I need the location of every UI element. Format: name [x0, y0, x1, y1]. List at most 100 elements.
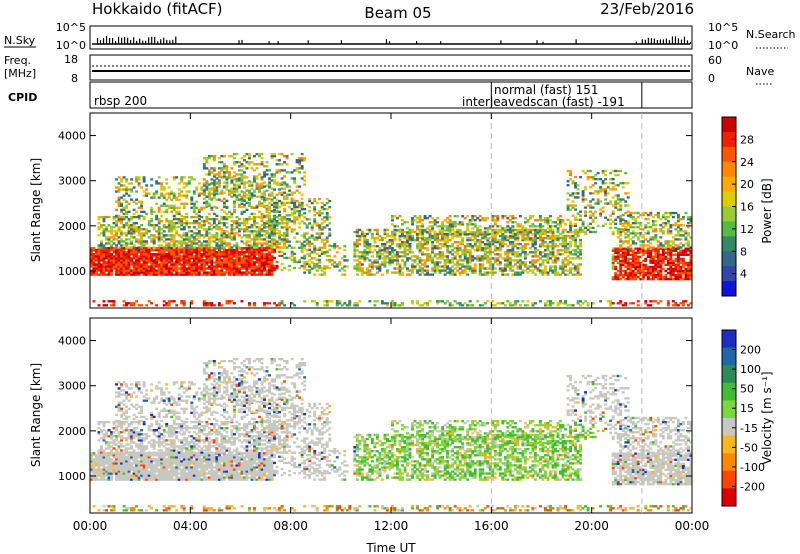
power-cell: [245, 242, 249, 245]
power-cell: [523, 217, 527, 220]
power-cell: [110, 236, 113, 239]
power-cell: [147, 271, 151, 274]
power-cell: [436, 261, 440, 264]
power-cell: [120, 269, 124, 272]
power-cell: [157, 269, 161, 272]
power-cell: [278, 169, 282, 172]
power-cell: [285, 238, 289, 241]
power-cell: [135, 178, 139, 181]
power-cell: [125, 251, 129, 254]
power-cell: [155, 202, 159, 205]
power-cell: [393, 267, 397, 270]
power-cell: [162, 265, 166, 268]
power-cell: [192, 204, 196, 207]
power-cell: [273, 268, 277, 272]
power-cell: [581, 220, 585, 223]
power-cell: [200, 259, 204, 262]
power-cell: [461, 265, 465, 268]
power-cell: [265, 255, 269, 258]
power-cell: [237, 198, 241, 201]
power-cell: [122, 188, 126, 191]
power-cell: [601, 210, 605, 213]
power-cell: [345, 259, 349, 262]
power-cell: [167, 204, 171, 207]
power-cell: [285, 183, 289, 186]
power-cell: [443, 240, 447, 244]
power-cell: [571, 194, 575, 197]
power-cell: [140, 255, 144, 258]
power-cell: [150, 224, 154, 227]
power-cell: [185, 244, 189, 247]
power-cell: [629, 232, 633, 235]
power-cell: [190, 200, 194, 203]
power-cell: [426, 269, 430, 272]
power-cell: [448, 259, 452, 262]
power-cell: [536, 259, 540, 262]
power-cell: [162, 261, 166, 264]
power-cell: [564, 240, 567, 244]
power-cell: [140, 251, 144, 254]
power-cell: [531, 228, 535, 232]
power-cell: [569, 271, 572, 274]
power-cell: [152, 246, 156, 249]
power-cell: [521, 225, 525, 228]
power-cell: [431, 234, 435, 238]
power-cell: [107, 265, 111, 268]
power-cell: [217, 175, 221, 178]
power-cell: [127, 182, 131, 185]
power-cell: [313, 220, 317, 223]
power-cell: [300, 244, 304, 247]
power-cell: [225, 171, 229, 174]
power-cell: [170, 228, 174, 231]
power-cell: [473, 267, 477, 270]
power-cell: [142, 190, 146, 193]
power-cell: [263, 265, 266, 268]
power-cell: [212, 222, 216, 225]
power-cell: [378, 234, 382, 238]
power-cell: [416, 221, 419, 224]
power-cell: [275, 198, 279, 201]
power-cell: [333, 255, 337, 258]
power-cell: [245, 259, 249, 262]
power-cell: [167, 267, 171, 270]
power-cell: [646, 247, 650, 250]
power-cell: [671, 277, 675, 281]
power-cell: [416, 257, 419, 260]
power-cell: [212, 193, 216, 196]
power-cell: [451, 269, 455, 272]
power-cell: [230, 249, 234, 252]
power-cell: [523, 255, 527, 258]
power-cell: [207, 217, 211, 221]
power-cell: [416, 237, 419, 240]
power-cell: [629, 238, 633, 241]
power-cell: [679, 271, 683, 275]
power-cell: [235, 246, 239, 249]
power-cell: [453, 221, 457, 224]
power-cell: [619, 246, 623, 249]
power-cell: [215, 251, 219, 254]
power-cell: [162, 188, 166, 191]
power-cell: [310, 226, 314, 229]
power-cell: [152, 228, 156, 231]
power-cell: [624, 251, 628, 254]
power-cell: [656, 269, 660, 273]
power-cell: [175, 210, 179, 214]
power-cell: [172, 273, 176, 276]
power-cell: [105, 242, 108, 245]
power-cell: [566, 230, 570, 234]
power-cell: [621, 273, 625, 277]
power-cell: [639, 249, 643, 252]
power-cell: [120, 180, 124, 183]
power-cell: [273, 238, 277, 241]
power-cell: [275, 242, 279, 245]
power-cell: [498, 228, 502, 232]
power-cell: [446, 261, 450, 264]
power-cell: [253, 230, 256, 233]
power-cell: [466, 229, 470, 232]
power-cell: [250, 193, 254, 196]
power-cell: [265, 222, 269, 225]
power-cell: [355, 259, 359, 262]
power-cell: [576, 265, 580, 268]
power-cell: [621, 247, 625, 250]
power-cell: [105, 263, 108, 266]
